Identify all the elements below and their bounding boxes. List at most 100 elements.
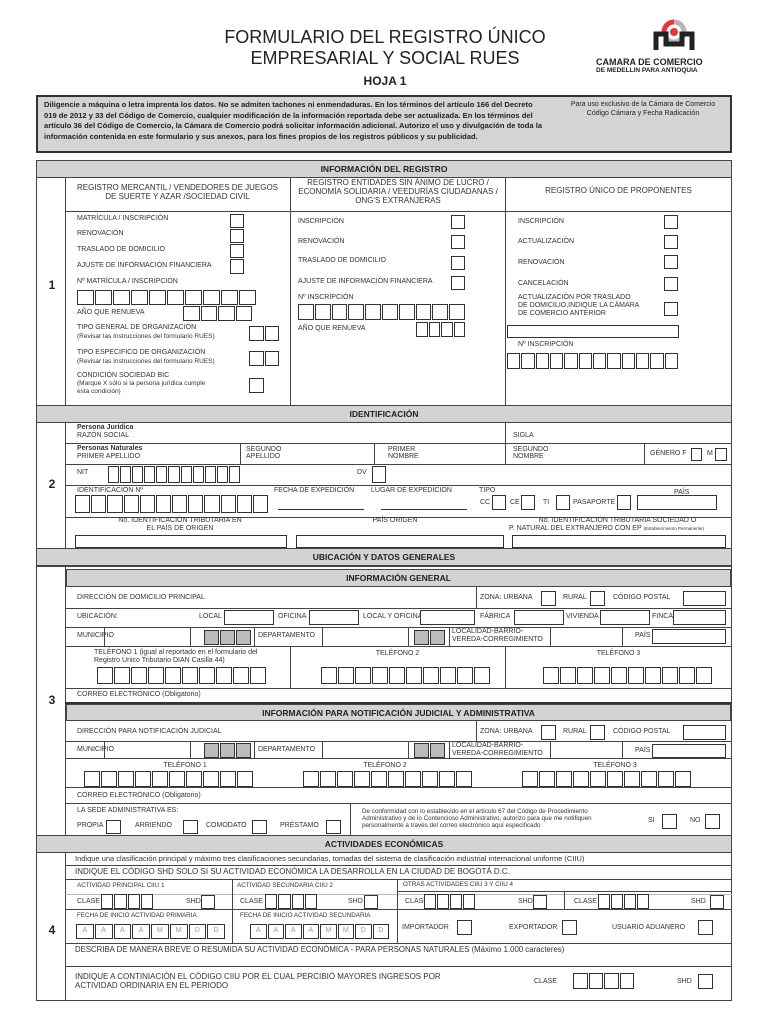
digit-box[interactable] [155,495,172,513]
tipo-general-boxes[interactable] [249,326,280,341]
digit-box[interactable] [236,495,252,513]
digit-box[interactable] [331,304,348,320]
digit-box[interactable] [199,667,215,684]
rup-cancelacion-checkbox[interactable] [664,277,678,291]
digit-box[interactable] [543,667,559,684]
digit-box[interactable] [139,495,155,513]
digit-box[interactable] [573,973,588,989]
digit-box[interactable] [303,771,319,787]
digit-box[interactable] [180,466,192,483]
vivienda-input[interactable] [600,610,650,625]
pais-input[interactable] [637,495,717,510]
digit-box[interactable] [101,894,114,909]
digit-box[interactable] [624,894,636,909]
digit-box[interactable] [220,495,236,513]
digit-box[interactable] [172,495,188,513]
digit-box[interactable] [264,351,279,366]
digit-box[interactable] [414,743,429,758]
cc-checkbox[interactable] [492,495,506,510]
digit-box[interactable] [216,466,228,483]
digit-box[interactable] [641,771,657,787]
mayores-shd-box[interactable] [698,974,713,989]
digit-box[interactable] [149,290,166,305]
digit-box[interactable] [594,667,610,684]
lugar-expedicion-field[interactable] [381,497,467,510]
digit-box[interactable]: A [267,924,284,939]
digit-box[interactable] [131,290,148,305]
digit-box[interactable] [91,495,107,513]
digit-box[interactable] [611,894,623,909]
digit-box[interactable] [250,667,266,684]
notif-departamento-code-boxes[interactable] [414,743,446,758]
prestamo-checkbox[interactable] [326,820,341,834]
digit-box[interactable] [507,353,521,369]
propia-checkbox[interactable] [106,820,121,834]
identificacion-boxes[interactable] [75,495,269,513]
digit-box[interactable] [422,771,438,787]
digit-box[interactable] [218,306,235,321]
telefono-2-boxes[interactable] [321,667,491,684]
digit-box[interactable]: A [132,924,150,939]
notif-telefono-3-boxes[interactable] [522,771,692,787]
renovacion-checkbox[interactable] [230,229,244,243]
digit-box[interactable] [186,771,202,787]
digit-box[interactable] [588,973,603,989]
esal-renovacion-checkbox[interactable] [451,235,465,249]
digit-box[interactable] [406,667,422,684]
digit-box[interactable] [675,771,691,787]
urbana-checkbox[interactable] [541,591,556,606]
digit-box[interactable] [95,290,112,305]
digit-box[interactable] [441,322,453,337]
ajuste-checkbox[interactable] [230,259,244,274]
notif-telefono-2-boxes[interactable] [303,771,473,787]
digit-box[interactable] [449,304,465,320]
digit-box[interactable] [556,771,572,787]
ciiu1-clase-boxes[interactable] [101,894,154,909]
digit-box[interactable] [314,304,331,320]
digit-box[interactable] [118,771,134,787]
digit-box[interactable] [204,630,219,645]
ciiu4-clase-boxes[interactable] [598,894,650,909]
genero-f-checkbox[interactable] [691,448,702,461]
digit-box[interactable] [200,306,217,321]
digit-box[interactable] [573,771,589,787]
digit-box[interactable] [604,973,619,989]
digit-box[interactable] [127,894,140,909]
no-checkbox[interactable] [705,814,720,829]
digit-box[interactable] [549,353,564,369]
digit-box[interactable] [372,667,388,684]
digit-box[interactable] [135,771,151,787]
ciiu1-shd-box[interactable] [201,895,215,909]
digit-box[interactable] [439,771,455,787]
digit-box[interactable] [321,667,337,684]
digit-box[interactable] [619,973,634,989]
digit-box[interactable] [235,306,252,321]
digit-box[interactable] [120,466,132,483]
anio-boxes[interactable] [183,306,253,321]
digit-box[interactable] [354,771,370,787]
digit-box[interactable] [381,304,398,320]
digit-box[interactable] [291,894,304,909]
digit-box[interactable] [265,894,278,909]
digit-box[interactable] [645,667,661,684]
digit-box[interactable] [114,894,127,909]
digit-box[interactable] [621,353,635,369]
digit-box[interactable]: D [355,924,372,939]
digit-box[interactable] [453,322,465,337]
esal-anio-boxes[interactable] [416,322,466,337]
exportador-checkbox[interactable] [562,920,577,935]
digit-box[interactable]: A [285,924,302,939]
finca-input[interactable] [673,610,726,625]
digit-box[interactable] [101,771,117,787]
digit-box[interactable]: M [169,924,188,939]
digit-box[interactable] [577,667,593,684]
digit-box[interactable] [389,667,405,684]
rup-number-boxes[interactable] [507,353,679,369]
arriendo-checkbox[interactable] [183,820,198,834]
digit-box[interactable] [522,771,538,787]
digit-box[interactable] [77,290,94,305]
digit-box[interactable]: D [372,924,389,939]
digit-box[interactable] [108,466,120,483]
digit-box[interactable] [144,466,156,483]
ti-checkbox[interactable] [556,495,570,510]
